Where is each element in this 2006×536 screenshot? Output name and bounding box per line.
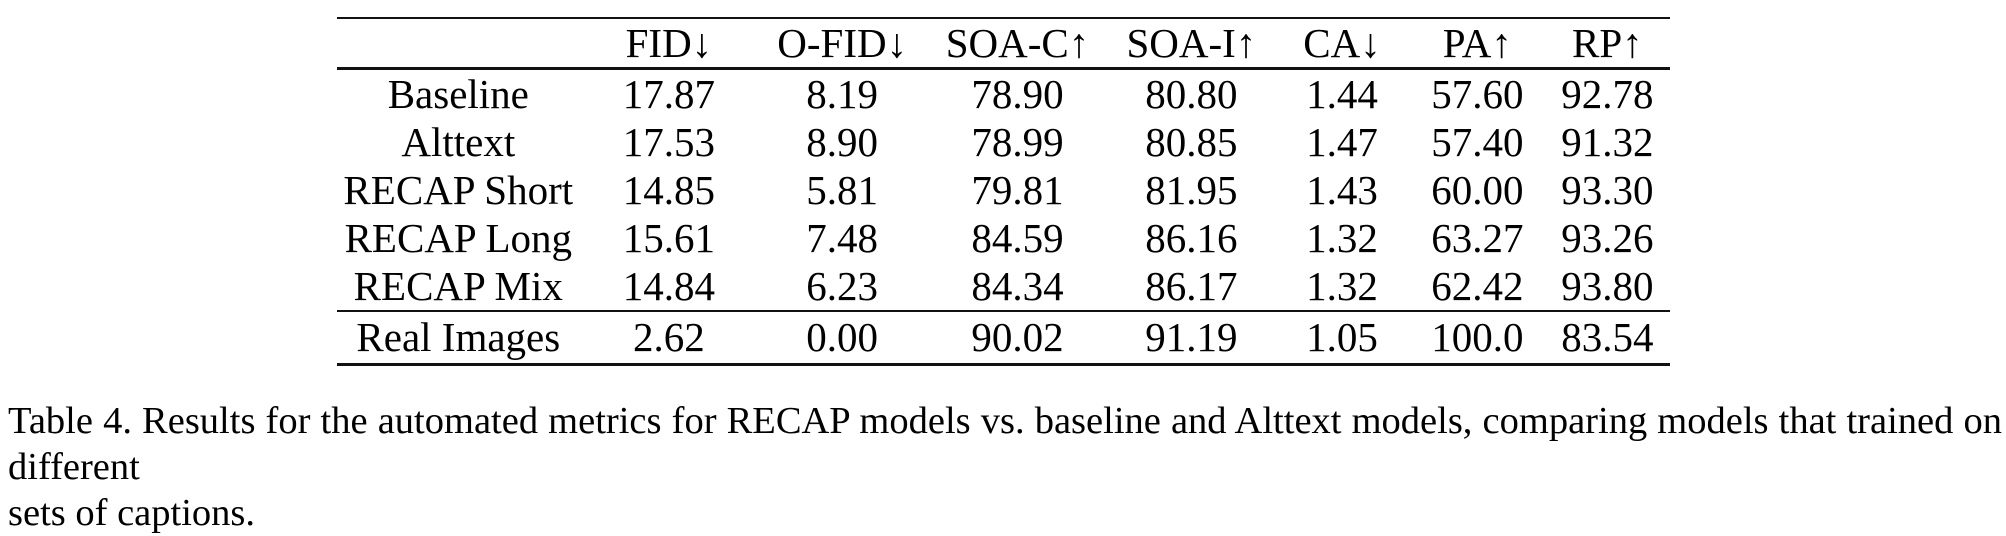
metric-cell: 86.16 (1145, 215, 1238, 261)
metrics-table: FID↓ O-FID↓ SOA-C↑ SOA-I↑ CA↓ PA↑ RP↑ Ba… (337, 17, 1670, 366)
metric-cell: 80.85 (1145, 119, 1238, 165)
metric-cell: 57.40 (1431, 119, 1524, 165)
metric-cell-best: 5.81 (806, 167, 879, 213)
column-header-empty (337, 18, 580, 69)
table-row-recap-long: RECAP Long 15.61 7.48 84.59 86.16 1.32 6… (337, 214, 1670, 262)
metric-cell: 79.81 (971, 167, 1064, 213)
metric-cell: 60.00 (1431, 167, 1524, 213)
column-header-ofid: O-FID↓ (777, 20, 908, 66)
metric-cell: 8.19 (806, 71, 879, 117)
metric-cell: 2.62 (633, 314, 705, 361)
table-row-real-images: Real Images 2.62 0.00 90.02 91.19 1.05 1… (337, 311, 1670, 364)
column-header-fid: FID↓ (625, 20, 713, 66)
table-footer: Real Images 2.62 0.00 90.02 91.19 1.05 1… (337, 311, 1670, 364)
row-label: Baseline (387, 71, 529, 117)
metric-cell: 83.54 (1561, 314, 1654, 361)
metric-cell: 92.78 (1561, 71, 1654, 117)
table-row-alttext: Alttext 17.53 8.90 78.99 80.85 1.47 57.4… (337, 118, 1670, 166)
caption-line-1: Table 4. Results for the automated metri… (8, 400, 2002, 488)
metric-cell: 93.26 (1561, 215, 1654, 261)
column-header-rp: RP↑ (1571, 20, 1643, 66)
table-row-recap-mix: RECAP Mix 14.84 6.23 84.34 86.17 1.32 62… (337, 262, 1670, 311)
row-label: RECAP Mix (353, 263, 563, 309)
metric-cell: 7.48 (806, 215, 879, 261)
metric-cell: 91.19 (1145, 314, 1238, 361)
row-label: Alttext (401, 119, 516, 165)
caption-line-2: sets of captions. (8, 492, 255, 534)
metric-cell-best: 93.80 (1561, 263, 1654, 309)
results-table-container: FID↓ O-FID↓ SOA-C↑ SOA-I↑ CA↓ PA↑ RP↑ Ba… (337, 17, 1670, 366)
metric-cell: 57.60 (1431, 71, 1524, 117)
table-header: FID↓ O-FID↓ SOA-C↑ SOA-I↑ CA↓ PA↑ RP↑ (337, 18, 1670, 69)
metric-cell: 1.05 (1306, 314, 1378, 361)
row-label: Real Images (356, 314, 561, 361)
table-row-baseline: Baseline 17.87 8.19 78.90 80.80 1.44 57.… (337, 69, 1670, 119)
table-caption: Table 4. Results for the automated metri… (8, 398, 2002, 536)
metric-cell: 1.44 (1306, 71, 1378, 117)
metric-cell: 91.32 (1561, 119, 1654, 165)
metric-cell: 62.42 (1431, 263, 1524, 309)
metric-cell: 78.99 (971, 119, 1064, 165)
metric-cell-best: 14.84 (622, 263, 716, 309)
metric-cell: 100.0 (1431, 314, 1524, 361)
metric-cell: 78.90 (971, 71, 1064, 117)
metric-cell: 1.32 (1306, 215, 1378, 261)
table-row-recap-short: RECAP Short 14.85 5.81 79.81 81.95 1.43 … (337, 166, 1670, 214)
metric-cell: 14.85 (622, 167, 716, 213)
metric-cell: 17.87 (622, 71, 716, 117)
column-header-soai: SOA-I↑ (1126, 20, 1257, 66)
metric-cell-best: 63.27 (1431, 215, 1524, 261)
metric-cell: 15.61 (622, 215, 716, 261)
header-row: FID↓ O-FID↓ SOA-C↑ SOA-I↑ CA↓ PA↑ RP↑ (337, 18, 1670, 69)
metric-cell-best: 84.59 (971, 215, 1064, 261)
metric-cell: 1.47 (1306, 119, 1378, 165)
metric-cell: 93.30 (1561, 167, 1654, 213)
metric-cell-best: 1.32 (1306, 263, 1378, 309)
metric-cell: 6.23 (806, 263, 879, 309)
row-label: RECAP Long (344, 215, 572, 261)
metric-cell: 1.43 (1306, 167, 1378, 213)
column-header-ca: CA↓ (1303, 20, 1381, 66)
metric-cell: 81.95 (1145, 167, 1238, 213)
column-header-soac: SOA-C↑ (945, 20, 1090, 66)
metric-cell: 80.80 (1145, 71, 1238, 117)
metric-cell-best: 86.17 (1145, 263, 1238, 309)
metric-cell: 0.00 (806, 314, 879, 361)
row-label: RECAP Short (343, 167, 574, 213)
metric-cell: 17.53 (622, 119, 716, 165)
metric-cell: 84.34 (971, 263, 1064, 309)
table-body: Baseline 17.87 8.19 78.90 80.80 1.44 57.… (337, 69, 1670, 312)
metric-cell: 8.90 (806, 119, 879, 165)
column-header-pa: PA↑ (1442, 20, 1512, 66)
metric-cell: 90.02 (971, 314, 1064, 361)
